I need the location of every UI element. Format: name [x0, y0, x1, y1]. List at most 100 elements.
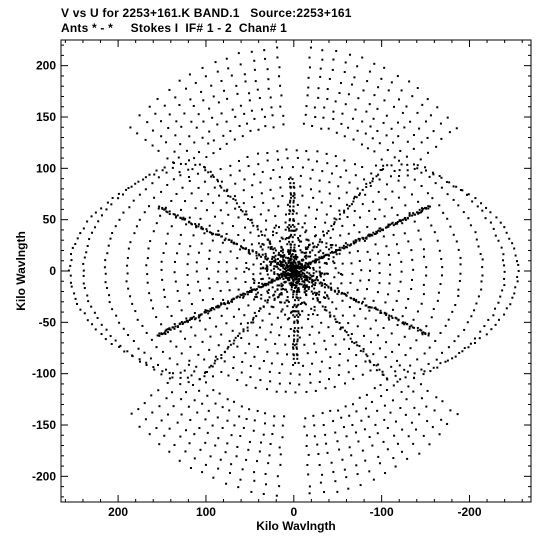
uv-point — [197, 186, 200, 189]
uv-point — [284, 266, 287, 269]
y-tick-label: -100 — [32, 367, 56, 381]
uv-point — [316, 275, 319, 278]
uv-point — [158, 334, 161, 337]
uv-point — [305, 278, 308, 281]
uv-point — [370, 400, 373, 403]
uv-point — [377, 229, 380, 232]
uv-point — [134, 310, 137, 313]
uv-point — [235, 267, 238, 270]
uv-point — [219, 251, 222, 254]
uv-point — [168, 377, 171, 380]
uv-point — [208, 317, 211, 320]
uv-point — [345, 476, 348, 479]
uv-point — [165, 242, 168, 245]
uv-point — [242, 296, 245, 299]
uv-point — [299, 174, 302, 177]
uv-point — [184, 200, 187, 203]
uv-point — [296, 338, 299, 341]
uv-point — [427, 207, 430, 210]
uv-point — [426, 216, 429, 219]
uv-point — [365, 393, 368, 396]
uv-point — [259, 307, 262, 310]
uv-point — [275, 278, 278, 281]
uv-point — [272, 267, 275, 270]
uv-point — [324, 348, 327, 351]
uv-point — [316, 314, 319, 317]
uv-point — [343, 468, 346, 471]
uv-point — [338, 197, 341, 200]
uv-point — [194, 222, 197, 225]
uv-point — [296, 357, 299, 360]
uv-point — [273, 415, 276, 418]
uv-point — [514, 286, 517, 289]
uv-point — [250, 289, 253, 292]
uv-point — [70, 259, 73, 262]
uv-point — [380, 77, 383, 80]
uv-point — [191, 223, 194, 226]
uv-point — [242, 189, 245, 192]
uv-point — [376, 334, 379, 337]
uv-point — [288, 382, 291, 385]
uv-point — [358, 231, 361, 234]
uv-point — [222, 134, 225, 137]
uv-point — [323, 255, 326, 258]
uv-point — [416, 358, 419, 361]
uv-point — [266, 350, 269, 353]
uv-point — [183, 112, 186, 115]
uv-point — [446, 359, 449, 362]
uv-point — [194, 207, 197, 210]
y-tick-label: -200 — [32, 469, 56, 483]
uv-point — [197, 172, 200, 175]
uv-point — [295, 347, 298, 350]
uv-point — [247, 250, 250, 253]
uv-point — [405, 155, 408, 158]
uv-point — [430, 224, 433, 227]
uv-point — [255, 252, 258, 255]
uv-point — [281, 265, 284, 268]
uv-point — [307, 158, 310, 161]
uv-point — [319, 257, 322, 260]
uv-point — [416, 310, 419, 313]
uv-point — [160, 332, 163, 335]
uv-point — [374, 217, 377, 220]
uv-point — [241, 468, 244, 471]
uv-point — [361, 56, 364, 59]
uv-point — [127, 187, 130, 190]
uv-point — [221, 426, 224, 429]
uv-point — [257, 285, 260, 288]
uv-point — [401, 428, 404, 431]
uv-point — [319, 67, 322, 70]
uv-point — [252, 316, 255, 319]
uv-point — [285, 299, 288, 302]
uv-point — [216, 123, 219, 126]
uv-point — [309, 263, 312, 266]
uv-point — [382, 235, 385, 238]
uv-point — [357, 301, 360, 304]
uv-point — [325, 152, 328, 155]
uv-point — [181, 186, 184, 189]
uv-point — [290, 270, 293, 273]
uv-point — [314, 351, 317, 354]
uv-point — [280, 166, 283, 169]
uv-point — [326, 295, 329, 298]
uv-point — [308, 286, 311, 289]
uv-point — [333, 289, 336, 292]
uv-point — [502, 253, 505, 256]
uv-point — [141, 324, 144, 327]
uv-point — [336, 320, 339, 323]
uv-point — [288, 219, 291, 222]
uv-point — [267, 87, 270, 90]
uv-point — [457, 335, 460, 338]
uv-point — [148, 173, 151, 176]
uv-point — [265, 264, 268, 267]
uv-point — [374, 164, 377, 167]
uv-point — [422, 331, 425, 334]
uv-point — [261, 242, 264, 245]
uv-point — [303, 252, 306, 255]
uv-point — [276, 288, 279, 291]
uv-point — [291, 306, 294, 309]
uv-point — [246, 122, 249, 125]
uv-point — [193, 399, 196, 402]
uv-point — [173, 444, 176, 447]
uv-point — [328, 367, 331, 370]
